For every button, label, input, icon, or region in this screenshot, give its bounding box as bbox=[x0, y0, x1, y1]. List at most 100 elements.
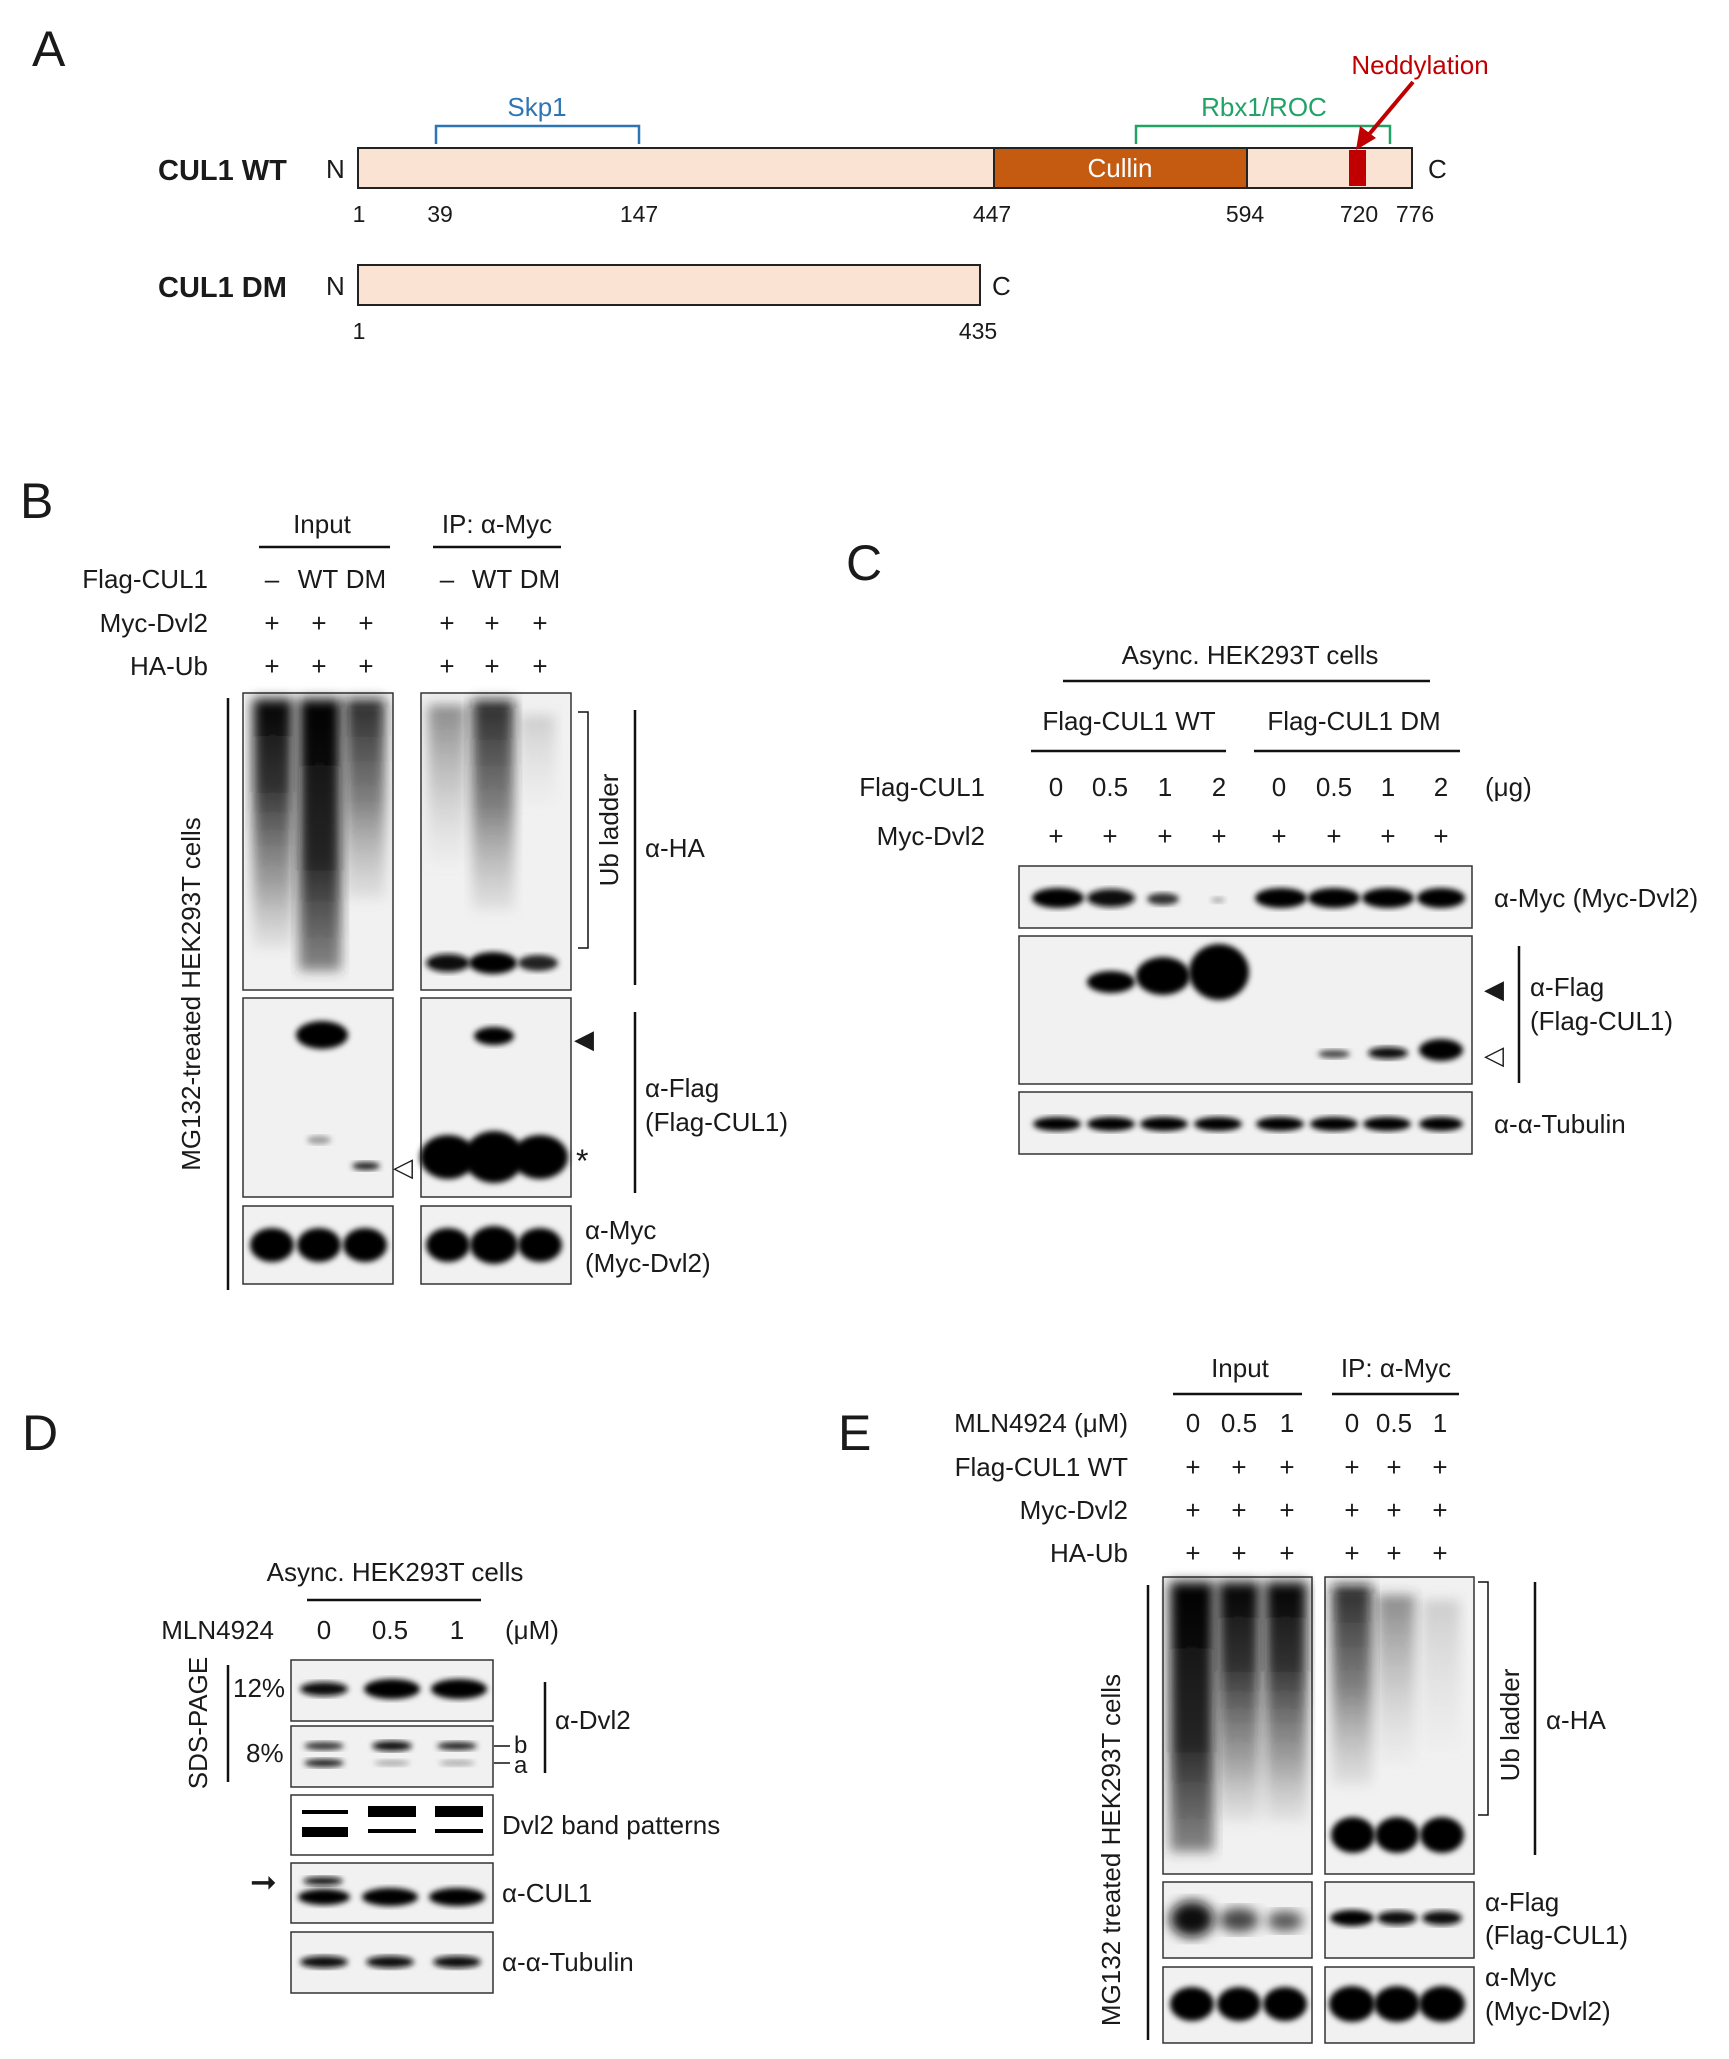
b-myc-plus-1: + bbox=[264, 608, 279, 638]
neddylation-arrow-shaft bbox=[1364, 80, 1415, 140]
d-drug-label: MLN4924 bbox=[161, 1615, 274, 1645]
c-filled-arrow: ◀ bbox=[1484, 974, 1504, 1004]
b-ip-filled-arrow: ◀ bbox=[574, 1024, 594, 1054]
e-side-label: MG132 treated HEK293T cells bbox=[1096, 1674, 1126, 2026]
wt-pos-7: 776 bbox=[1396, 201, 1434, 227]
panel-letter-a: A bbox=[32, 21, 66, 77]
wt-pos-2: 39 bbox=[427, 201, 453, 227]
input-flag-lane2: WT bbox=[298, 564, 339, 594]
e-myc-sub-label: (Myc-Dvl2) bbox=[1485, 1996, 1611, 2026]
ip-flag-lane3: DM bbox=[520, 564, 560, 594]
e-input-myc-blot bbox=[1162, 1966, 1313, 2044]
dm-n-terminus: N bbox=[326, 271, 345, 301]
b-myc-sub-label: (Myc-Dvl2) bbox=[585, 1248, 711, 1278]
row-label-flag-cul1: Flag-CUL1 bbox=[82, 564, 208, 594]
e-flag-plus-6: + bbox=[1432, 1452, 1447, 1482]
e-myc-plus-6: + bbox=[1432, 1495, 1447, 1525]
d-cul1-blot bbox=[290, 1862, 494, 1924]
input-flag-lane1: – bbox=[265, 564, 280, 594]
b-ha-plus-6: + bbox=[532, 651, 547, 681]
e-myc-plus-4: + bbox=[1344, 1495, 1359, 1525]
c-plus-4: + bbox=[1211, 821, 1226, 851]
e-ha-label: α-HA bbox=[1546, 1705, 1606, 1735]
b-ha-plus-1: + bbox=[264, 651, 279, 681]
e-ip-ha-blot bbox=[1324, 1576, 1475, 1875]
b-ip-flag-blot bbox=[420, 997, 572, 1198]
d-dose-1: 0 bbox=[317, 1615, 331, 1645]
row-label-ha-ub: HA-Ub bbox=[130, 651, 208, 681]
d-tubulin-blot bbox=[290, 1931, 494, 1994]
e-ip-flag-blot bbox=[1324, 1881, 1475, 1959]
d-cul1-arrow: ➞ bbox=[250, 1864, 277, 1900]
c-dose-5: 0 bbox=[1272, 772, 1286, 802]
c-plus-1: + bbox=[1048, 821, 1063, 851]
e-input-flag-blot bbox=[1162, 1881, 1313, 1959]
e-ip-header: IP: α-Myc bbox=[1341, 1353, 1451, 1383]
c-dose-7: 1 bbox=[1381, 772, 1395, 802]
e-ip-dose-1: 0 bbox=[1345, 1408, 1359, 1438]
e-input-dose-2: 0.5 bbox=[1221, 1408, 1257, 1438]
c-dose-3: 1 bbox=[1158, 772, 1172, 802]
e-input-dose-3: 1 bbox=[1280, 1408, 1294, 1438]
c-myc-blot bbox=[1018, 865, 1473, 929]
d-unit: (μM) bbox=[505, 1615, 559, 1645]
d-sds-label: SDS-PAGE bbox=[183, 1657, 213, 1789]
c-group-wt: Flag-CUL1 WT bbox=[1042, 706, 1215, 736]
d-pattern-lane3-top bbox=[435, 1806, 483, 1817]
e-row-ha-ub: HA-Ub bbox=[1050, 1538, 1128, 1568]
b-myc-plus-5: + bbox=[484, 608, 499, 638]
row-label-myc-dvl2: Myc-Dvl2 bbox=[100, 608, 208, 638]
rbx1-bracket bbox=[1134, 124, 1392, 144]
e-row-myc-dvl2: Myc-Dvl2 bbox=[1020, 1495, 1128, 1525]
e-flag-plus-1: + bbox=[1185, 1452, 1200, 1482]
e-ha-plus-2: + bbox=[1231, 1538, 1246, 1568]
d-title: Async. HEK293T cells bbox=[267, 1557, 524, 1587]
c-tubulin-label: α-α-Tubulin bbox=[1494, 1109, 1626, 1139]
e-row-flag-cul1: Flag-CUL1 WT bbox=[955, 1452, 1128, 1482]
neddylation-site bbox=[1349, 150, 1366, 186]
wt-pos-4: 447 bbox=[973, 201, 1011, 227]
b-input-myc-blot bbox=[242, 1205, 394, 1285]
c-myc-label: α-Myc (Myc-Dvl2) bbox=[1494, 883, 1698, 913]
d-pct12: 12% bbox=[233, 1673, 285, 1703]
d-dose-2: 0.5 bbox=[372, 1615, 408, 1645]
e-myc-plus-5: + bbox=[1386, 1495, 1401, 1525]
wt-pos-5: 594 bbox=[1226, 201, 1265, 227]
c-flag-blot bbox=[1018, 935, 1473, 1085]
b-ub-ladder-bracket bbox=[578, 711, 589, 949]
e-ha-plus-4: + bbox=[1344, 1538, 1359, 1568]
c-dose-2: 0.5 bbox=[1092, 772, 1128, 802]
b-input-open-arrow: ◁ bbox=[393, 1152, 413, 1182]
d-dose-3: 1 bbox=[450, 1615, 464, 1645]
panel-b: B Input IP: α-Myc Flag-CUL1 Myc-Dvl2 HA-… bbox=[20, 473, 788, 1290]
b-ha-plus-5: + bbox=[484, 651, 499, 681]
b-ha-plus-4: + bbox=[439, 651, 454, 681]
e-flag-plus-3: + bbox=[1279, 1452, 1294, 1482]
e-ip-dose-2: 0.5 bbox=[1376, 1408, 1412, 1438]
panel-letter-e: E bbox=[838, 1405, 871, 1461]
e-input-header: Input bbox=[1211, 1353, 1270, 1383]
d-pct8: 8% bbox=[246, 1738, 284, 1768]
c-plus-3: + bbox=[1157, 821, 1172, 851]
c-row-myc: Myc-Dvl2 bbox=[877, 821, 985, 851]
c-group-dm: Flag-CUL1 DM bbox=[1267, 706, 1440, 736]
d-pattern-lane2-top bbox=[368, 1806, 416, 1817]
e-myc-plus-3: + bbox=[1279, 1495, 1294, 1525]
e-ha-plus-1: + bbox=[1185, 1538, 1200, 1568]
ip-flag-lane2: WT bbox=[472, 564, 513, 594]
e-flag-plus-4: + bbox=[1344, 1452, 1359, 1482]
b-ip-star: * bbox=[576, 1143, 588, 1179]
cullin-domain bbox=[993, 147, 1248, 189]
d-dvl2-label: α-Dvl2 bbox=[555, 1705, 631, 1735]
d-cul1-label: α-CUL1 bbox=[502, 1878, 592, 1908]
skp1-bracket bbox=[434, 124, 641, 144]
d-pattern-lane3-bottom bbox=[435, 1829, 483, 1833]
e-ip-dose-3: 1 bbox=[1433, 1408, 1447, 1438]
wt-c-terminus: C bbox=[1428, 154, 1447, 184]
b-myc-label: α-Myc bbox=[585, 1215, 656, 1245]
c-plus-2: + bbox=[1102, 821, 1117, 851]
b-flag-sub-label: (Flag-CUL1) bbox=[645, 1107, 788, 1137]
d-band-patterns-box bbox=[290, 1794, 494, 1856]
b-myc-plus-3: + bbox=[358, 608, 373, 638]
